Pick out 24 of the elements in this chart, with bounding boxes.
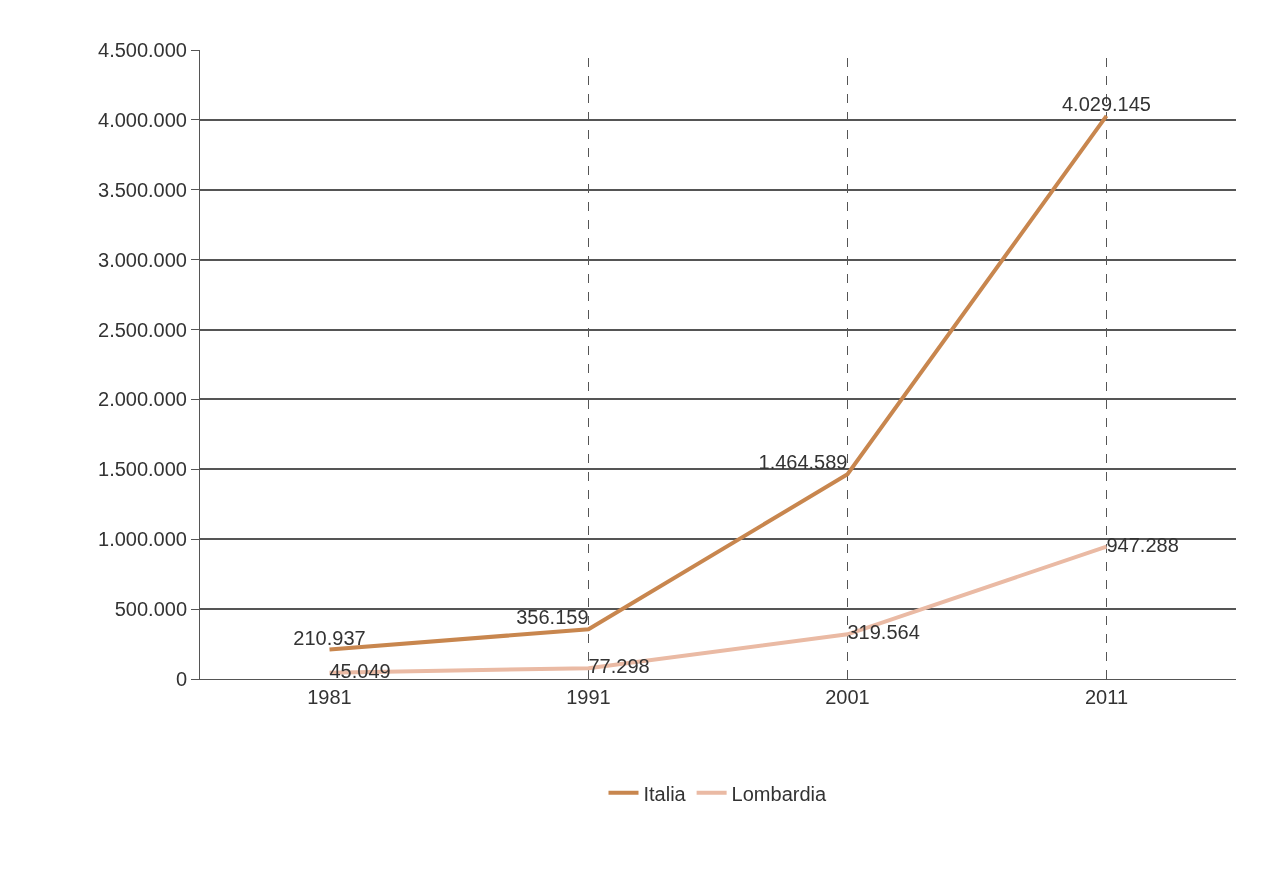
data-label: 45.049 — [329, 659, 391, 682]
y-tick-label: 0 — [175, 668, 187, 690]
y-tick-label: 4.000.000 — [98, 108, 187, 131]
x-tick-label: 2001 — [825, 686, 870, 708]
x-tick-label: 1991 — [566, 686, 611, 708]
legend-label: Italia — [643, 782, 687, 805]
data-label: 77.298 — [588, 655, 650, 678]
x-tick-label: 2011 — [1084, 686, 1129, 708]
y-tick-label: 2.000.000 — [98, 388, 187, 411]
y-tick-label: 1.500.000 — [98, 458, 187, 481]
data-label: 210.937 — [293, 626, 366, 649]
y-tick-label: 500.000 — [114, 598, 187, 621]
data-label: 356.159 — [516, 606, 589, 629]
data-label: 947.288 — [1106, 533, 1179, 556]
data-label: 1.464.589 — [758, 451, 848, 474]
data-label: 319.564 — [847, 621, 920, 644]
data-label: 4.029.145 — [1062, 92, 1151, 115]
y-tick-label: 1.000.000 — [98, 528, 187, 551]
y-tick-label: 2.500.000 — [98, 318, 187, 341]
legend-label: Lombardia — [731, 782, 827, 805]
y-tick-label: 3.500.000 — [98, 178, 187, 201]
y-tick-label: 4.500.000 — [98, 39, 187, 61]
y-tick-label: 3.000.000 — [98, 248, 187, 271]
x-tick-label: 1981 — [307, 686, 352, 708]
